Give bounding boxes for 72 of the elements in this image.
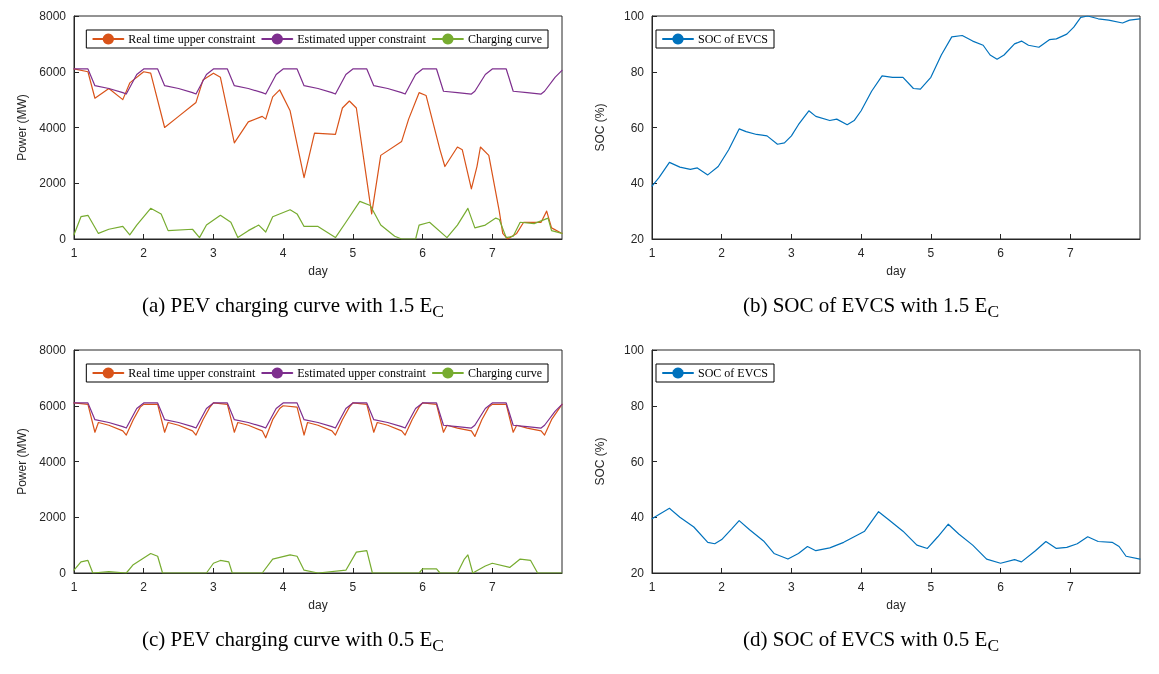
x-tick-label: 5 [349,246,357,260]
y-tick-label: 100 [623,343,645,357]
y-axis-title: SOC (%) [593,437,607,486]
y-tick-label: 6000 [39,398,67,413]
x-tick-label: 4 [279,580,287,594]
legend-label: Charging curve [467,32,542,46]
y-axis-title: Power (MW) [15,428,29,495]
x-tick-label: 3 [210,580,218,594]
x-axis-title: day [308,598,328,612]
text: (d) SOC of EVCS with 0.5 E$_{C}$ [741,627,1001,657]
y-tick-label: 20 [630,566,645,580]
y-tick-label: 60 [630,120,645,135]
x-tick-label: 4 [857,246,865,260]
y-tick-label: 2000 [39,176,67,191]
y-tick-label: 100 [623,9,645,23]
x-tick-label: 5 [927,580,935,594]
legend-label: SOC of EVCS [698,366,769,380]
y-tick-label: 8000 [39,343,67,357]
line-series [73,402,563,429]
x-tick-label: 7 [1066,246,1074,260]
x-tick-label: 6 [997,246,1005,260]
x-tick-label: 4 [857,580,865,594]
line-series [651,507,1141,564]
x-tick-label: 7 [488,580,496,594]
x-tick-label: 1 [648,246,656,260]
x-tick-label: 1 [70,580,78,594]
legend-label: Real time upper constraint [128,32,256,46]
x-axis-title: day [886,264,906,278]
legend-label: Real time upper constraint [128,366,256,380]
x-tick-label: 6 [419,246,427,260]
text: (a) PEV charging curve with 1.5 E$_{C}$ [141,293,445,323]
x-tick-label: 6 [419,580,427,594]
x-tick-label: 5 [349,580,357,594]
y-axis-title: Power (MW) [15,94,29,161]
y-tick-label: 20 [630,232,645,246]
y-tick-label: 2000 [39,510,67,525]
x-tick-label: 2 [718,246,726,260]
x-axis-title: day [308,264,328,278]
x-tick-label: 6 [997,580,1005,594]
y-tick-label: 6000 [39,64,67,79]
legend-label: Charging curve [467,366,542,380]
line-series [73,68,563,95]
x-axis-title: day [886,598,906,612]
x-tick-label: 7 [1066,580,1074,594]
text: (c) PEV charging curve with 0.5 E$_{C}$ [141,627,445,657]
y-tick-label: 4000 [39,454,67,469]
x-tick-label: 3 [788,246,796,260]
line-series [651,15,1141,187]
y-tick-label: 40 [630,510,645,525]
x-tick-label: 2 [140,246,148,260]
x-tick-label: 3 [788,580,796,594]
x-tick-label: 2 [140,580,148,594]
x-tick-label: 3 [210,246,218,260]
x-tick-label: 2 [718,580,726,594]
legend-label: Estimated upper constraint [297,32,427,46]
x-tick-label: 1 [648,580,656,594]
x-tick-label: 4 [279,246,287,260]
y-tick-label: 60 [630,454,645,469]
y-tick-label: 0 [59,232,67,246]
text: (b) SOC of EVCS with 1.5 E$_{C}$ [741,293,1001,323]
y-axis-title: SOC (%) [593,103,607,152]
y-tick-label: 80 [630,398,645,413]
y-tick-label: 4000 [39,120,67,135]
y-tick-label: 8000 [39,9,67,23]
x-tick-label: 5 [927,246,935,260]
y-tick-label: 80 [630,64,645,79]
x-tick-label: 1 [70,246,78,260]
y-tick-label: 0 [59,566,67,580]
x-tick-label: 7 [488,246,496,260]
legend-label: Estimated upper constraint [297,366,427,380]
legend-label: SOC of EVCS [698,32,769,46]
y-tick-label: 40 [630,176,645,191]
